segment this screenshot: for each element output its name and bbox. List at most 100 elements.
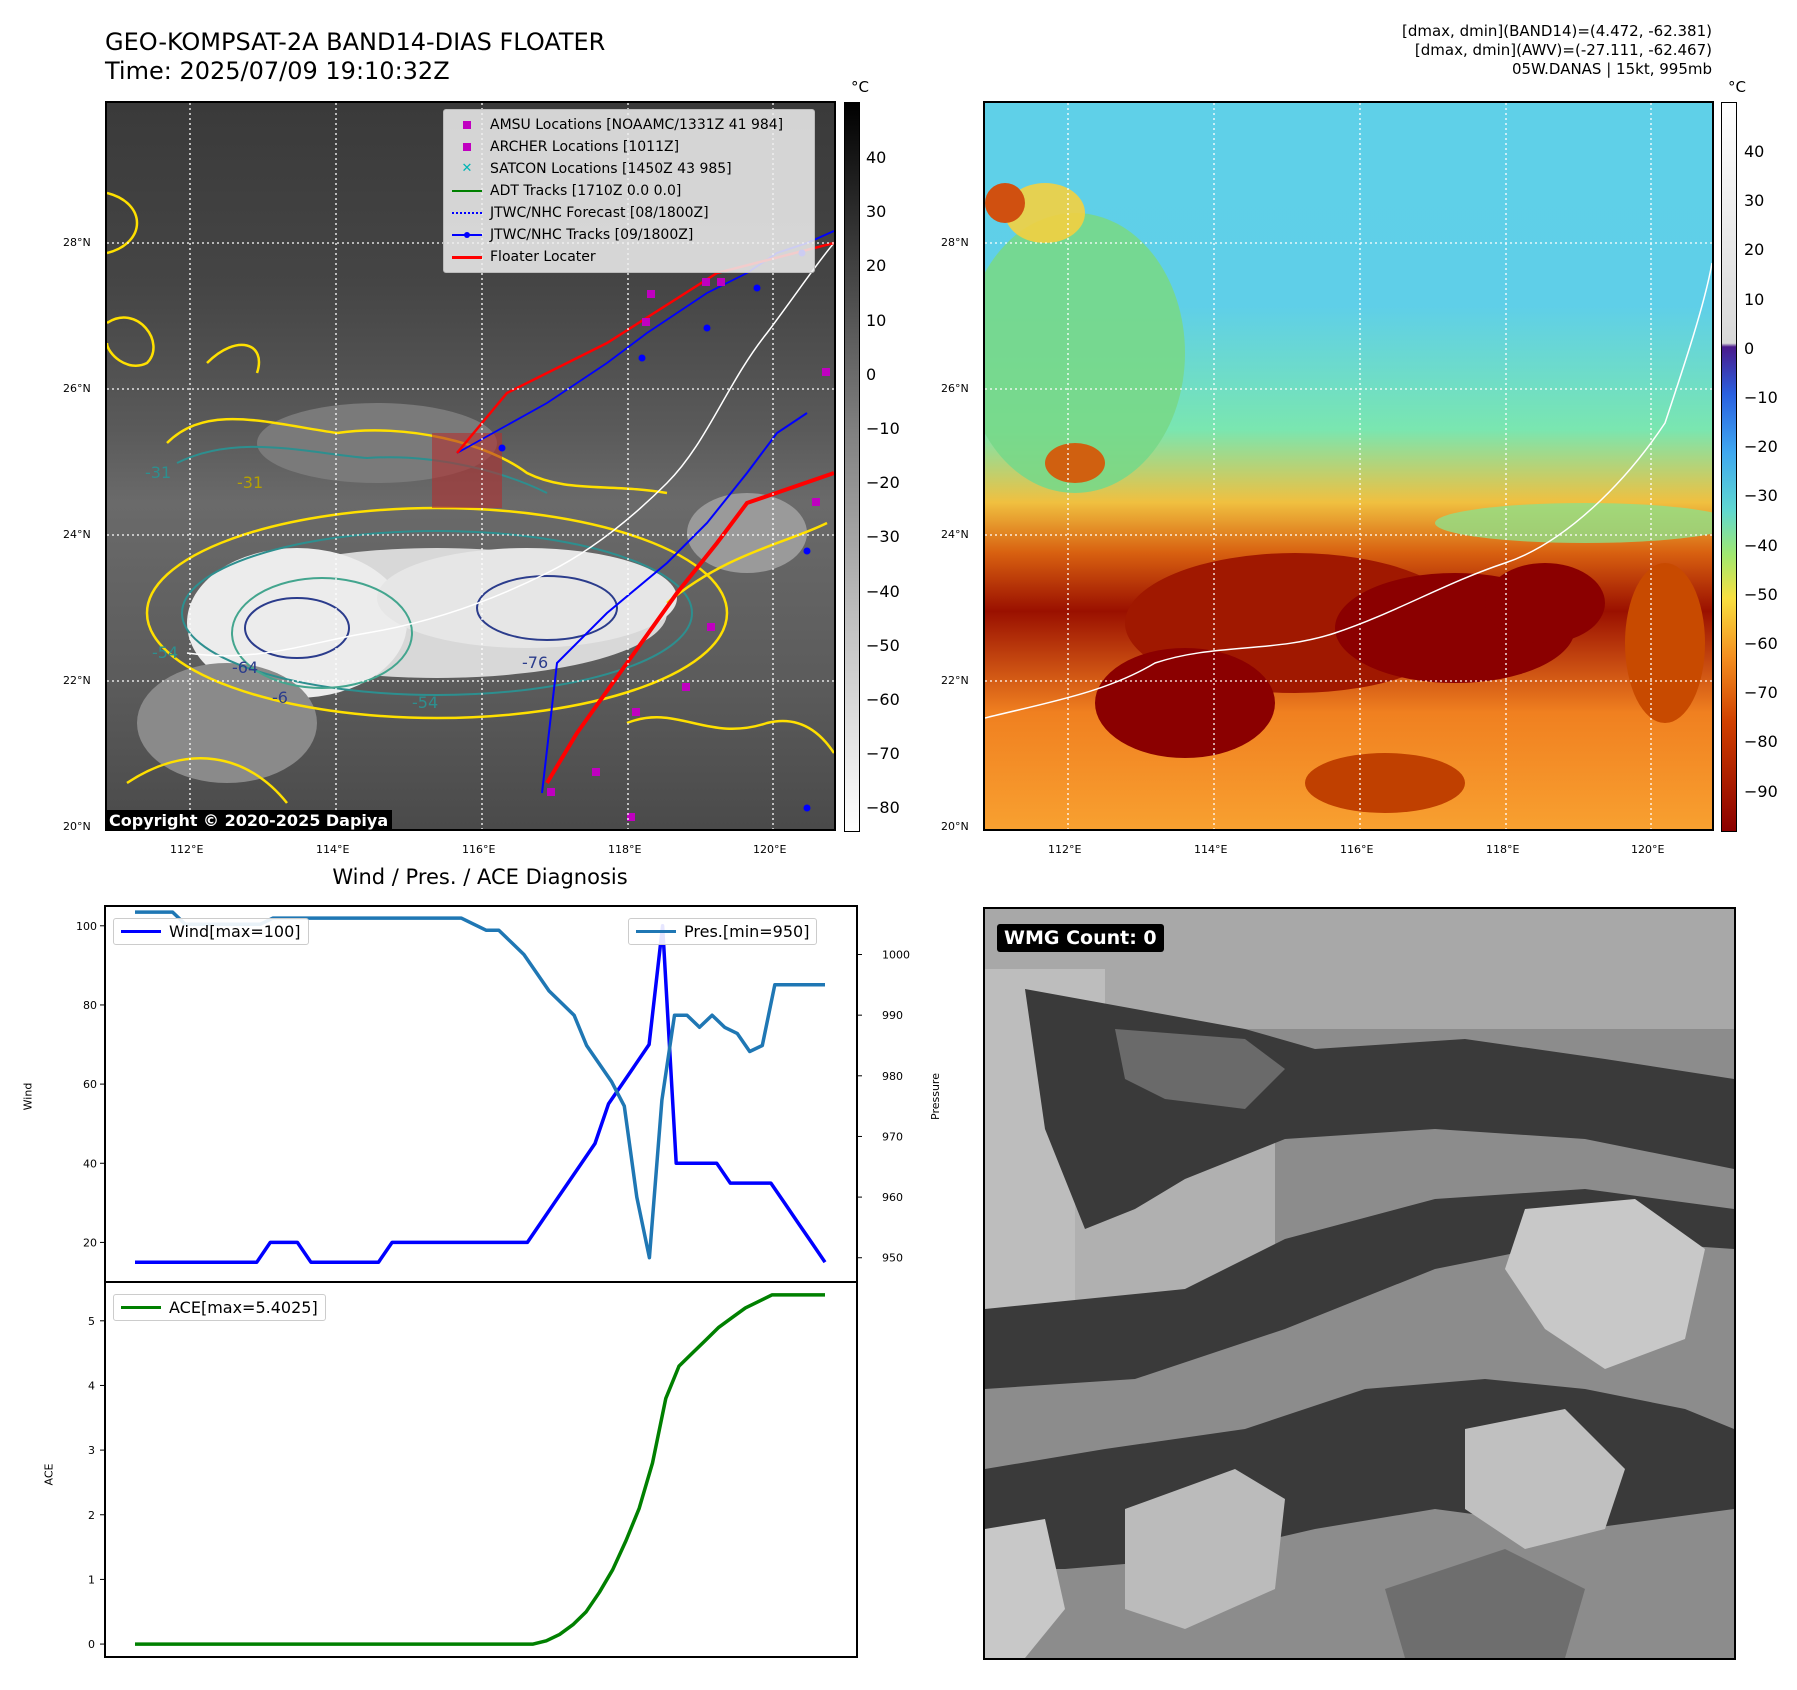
contour-teal (181, 530, 693, 696)
ir-lat-tick: 22°N (63, 674, 91, 687)
wind-ytick-label: 80 (83, 999, 97, 1012)
contour-label: -31 (145, 463, 171, 482)
contour-navy (244, 597, 350, 659)
gray-colorbar-tick: −40 (866, 581, 900, 601)
ir-lon-tick: 116°E (462, 843, 496, 856)
ir-lat-tick: 24°N (63, 528, 91, 541)
ace-ytick-label: 3 (88, 1444, 95, 1457)
diagnosis-title: Wind / Pres. / ACE Diagnosis (332, 865, 628, 889)
coastline (186, 242, 834, 657)
color-colorbar-tick: −20 (1744, 437, 1778, 457)
colorbar-unit: °C (1728, 78, 1746, 96)
contour-label: -64 (232, 658, 258, 677)
contour-label: -76 (522, 653, 548, 672)
wmg-count-label: WMG Count: 0 (997, 924, 1164, 952)
ace-ytick-label: 1 (88, 1573, 95, 1586)
gray-colorbar-tick: 10 (866, 310, 887, 330)
contour-label: -31 (237, 473, 263, 492)
color-lat-tick: 26°N (941, 382, 969, 395)
color-colorbar-tick: −30 (1744, 486, 1778, 506)
ir-lat-tick: 28°N (63, 236, 91, 249)
pressure-series-line (135, 910, 825, 1260)
ace-legend: ACE[max=5.4025] (113, 1294, 326, 1321)
color-colorbar-tick: −50 (1744, 584, 1778, 604)
wmg-panel (983, 907, 1736, 1660)
wind-ytick-label: 60 (83, 1078, 97, 1091)
pressure-ytick-label: 980 (882, 1070, 903, 1083)
color-colorbar-tick: −60 (1744, 634, 1778, 653)
wind-pressure-axes (104, 905, 858, 1283)
coastline (985, 262, 1712, 719)
ir-lat-tick: 26°N (63, 382, 91, 395)
color-lon-tick: 120°E (1631, 843, 1665, 856)
ir-lat-tick: 20°N (63, 820, 91, 833)
pressure-axis-label: Pressure (928, 1073, 942, 1120)
contour-label: -6 (272, 688, 288, 707)
legend-amsu: AMSU Locations [NOAAMC/1331Z 41 984] (452, 114, 806, 136)
wind-series-line (135, 924, 827, 1264)
gray-colorbar-tick: 40 (866, 148, 887, 167)
legend-floater: Floater Locater (452, 246, 806, 268)
color-colorbar-tick: −90 (1744, 781, 1778, 801)
color-lon-tick: 118°E (1486, 843, 1520, 856)
intensity-info: [dmax, dmin](BAND14)=(4.472, -62.381) [d… (1402, 22, 1712, 79)
wind-ytick-label: 100 (76, 920, 97, 933)
color-lon-tick: 116°E (1340, 843, 1374, 856)
gray-colorbar-tick: −10 (866, 419, 900, 438)
color-colorbar-tick: −10 (1744, 388, 1778, 407)
color-colorbar-tick: 40 (1744, 142, 1765, 161)
jtwc-track (541, 412, 808, 794)
gray-colorbar-tick: 0 (866, 364, 877, 384)
pressure-ytick-label: 990 (882, 1009, 903, 1022)
pressure-ytick-label: 1000 (882, 949, 910, 962)
wind-ytick-label: 40 (83, 1157, 97, 1170)
ace-ytick-label: 2 (88, 1509, 95, 1522)
color-lat-tick: 28°N (941, 236, 969, 249)
wind-ytick-label: 20 (83, 1236, 97, 1249)
color-lon-tick: 114°E (1194, 843, 1228, 856)
pressure-ytick-label: 960 (882, 1191, 903, 1204)
color-colorbar-tick: 0 (1744, 338, 1755, 358)
gray-colorbar-tick: −70 (866, 744, 900, 764)
color-lat-tick: 24°N (941, 528, 969, 541)
copyright-label: Copyright © 2020-2025 Dapiya (105, 810, 393, 831)
color-colorbar-tick: −70 (1744, 683, 1778, 703)
color-colorbar-tick: 30 (1744, 191, 1765, 211)
gray-colorbar-tick: 30 (866, 202, 887, 222)
color-lat-tick: 22°N (941, 674, 969, 687)
color-lon-tick: 112°E (1048, 843, 1082, 856)
color-ir-map-panel (983, 101, 1714, 831)
legend-jtwc: JTWC/NHC Tracks [09/1800Z] (452, 224, 806, 246)
ir-map-panel: -31 -54 -64 -76 -31 -54 -6 AMSU Location… (105, 101, 836, 831)
storm-info: 05W.DANAS | 15kt, 995mb (1511, 60, 1712, 78)
figure-title: GEO-KOMPSAT-2A BAND14-DIAS FLOATER Time:… (105, 28, 606, 85)
gray-colorbar-tick: −30 (866, 527, 900, 547)
legend-adt: ADT Tracks [1710Z 0.0 0.0] (452, 180, 806, 202)
ace-series-line (135, 1293, 825, 1646)
gray-colorbar-tick: 20 (866, 256, 887, 276)
legend-forecast: JTWC/NHC Forecast [08/1800Z] (452, 202, 806, 224)
pressure-legend: Pres.[min=950] (628, 918, 818, 945)
contour-label: -54 (412, 693, 438, 712)
gray-colorbar-tick: −20 (866, 473, 900, 493)
ir-lon-tick: 112°E (170, 843, 204, 856)
wind-legend: Wind[max=100] (113, 918, 309, 945)
ir-lon-tick: 118°E (608, 843, 642, 856)
ace-axis-label: ACE (42, 1463, 56, 1486)
amsu-points (547, 278, 830, 821)
legend-archer: ARCHER Locations [1011Z] (452, 136, 806, 158)
map-grid (985, 103, 1712, 829)
ir-lon-tick: 120°E (753, 843, 787, 856)
track-legend: AMSU Locations [NOAAMC/1331Z 41 984] ARC… (443, 109, 815, 273)
color-colorbar-tick: 10 (1744, 289, 1765, 309)
gray-colorbar-tick: −80 (866, 798, 900, 818)
color-colorbar-tick: −80 (1744, 732, 1778, 752)
gray-colorbar-tick: −50 (866, 635, 900, 655)
legend-satcon: ✕ SATCON Locations [1450Z 43 985] (461, 161, 732, 177)
pressure-ytick-label: 970 (882, 1130, 903, 1143)
color-colorbar-tick: 20 (1744, 240, 1765, 260)
ace-ytick-label: 4 (88, 1379, 95, 1392)
ace-ytick-label: 0 (88, 1638, 95, 1651)
contour-label: -54 (152, 643, 178, 662)
